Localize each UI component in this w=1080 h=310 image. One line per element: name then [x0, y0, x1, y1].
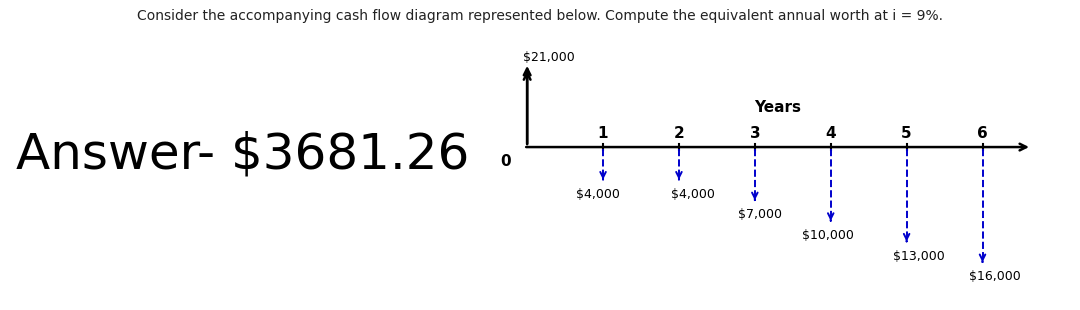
- Text: 5: 5: [902, 126, 912, 140]
- Text: 3: 3: [750, 126, 760, 140]
- Text: $7,000: $7,000: [738, 208, 782, 221]
- Text: 0: 0: [501, 153, 511, 169]
- Text: $4,000: $4,000: [577, 188, 620, 201]
- Text: 6: 6: [977, 126, 988, 140]
- Text: $4,000: $4,000: [672, 188, 715, 201]
- Text: $16,000: $16,000: [969, 270, 1021, 283]
- Text: 1: 1: [598, 126, 608, 140]
- Text: Answer- $3681.26: Answer- $3681.26: [16, 131, 470, 179]
- Text: $13,000: $13,000: [893, 250, 945, 263]
- Text: Consider the accompanying cash flow diagram represented below. Compute the equiv: Consider the accompanying cash flow diag…: [137, 9, 943, 23]
- Text: 2: 2: [674, 126, 685, 140]
- Text: 4: 4: [825, 126, 836, 140]
- Text: $21,000: $21,000: [524, 51, 576, 64]
- Text: Years: Years: [754, 100, 801, 115]
- Text: $10,000: $10,000: [801, 229, 854, 242]
